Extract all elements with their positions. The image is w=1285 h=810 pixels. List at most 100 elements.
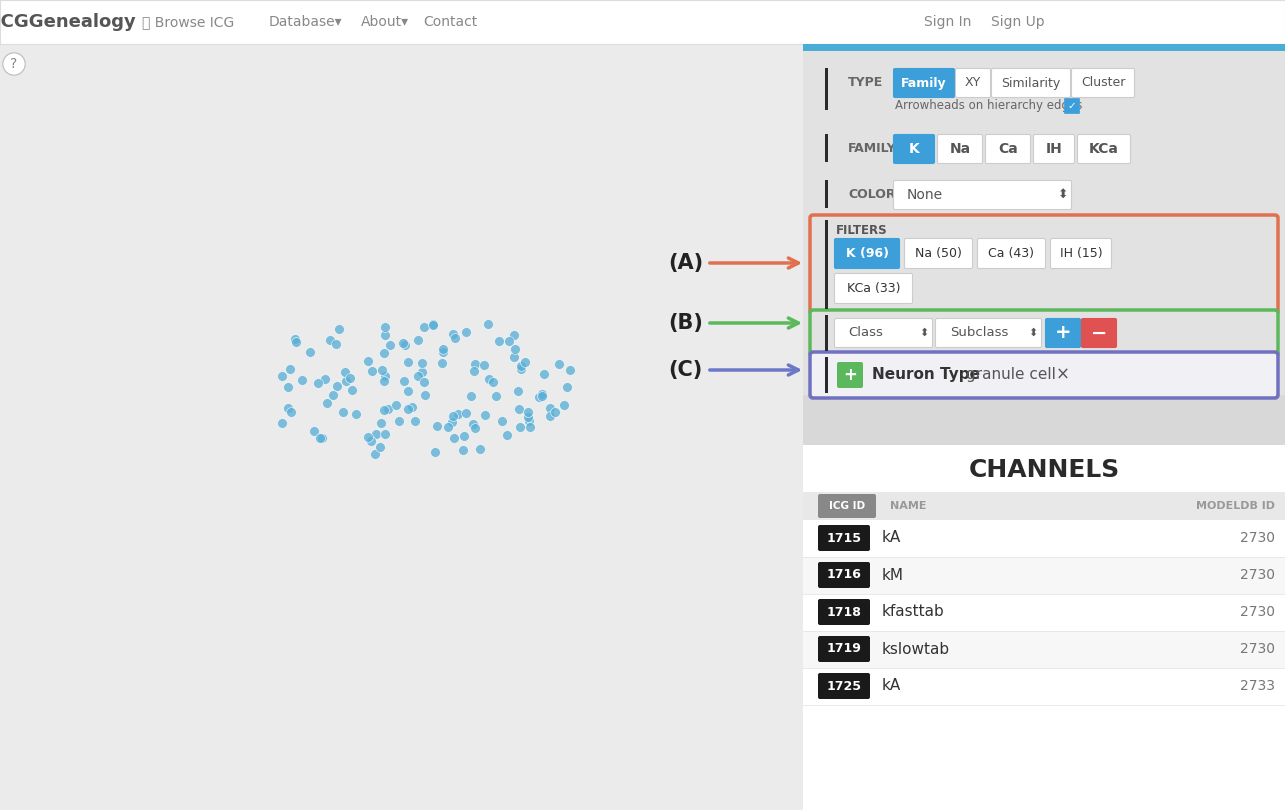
Point — [292, 374, 312, 387]
Point — [365, 447, 385, 460]
Point — [556, 381, 577, 394]
Text: IH: IH — [1046, 142, 1063, 156]
Point — [554, 398, 574, 411]
Point — [443, 328, 464, 341]
Text: ⬍: ⬍ — [1058, 189, 1068, 202]
Point — [518, 410, 538, 423]
FancyBboxPatch shape — [819, 525, 870, 551]
Point — [540, 402, 560, 415]
Text: MODELDB ID: MODELDB ID — [1196, 501, 1275, 511]
Point — [504, 329, 524, 342]
Point — [499, 335, 519, 347]
FancyBboxPatch shape — [825, 68, 828, 110]
Text: ICG ID: ICG ID — [829, 501, 865, 511]
FancyBboxPatch shape — [825, 180, 828, 208]
Point — [447, 407, 468, 420]
Point — [414, 389, 434, 402]
Point — [366, 428, 387, 441]
Point — [438, 420, 459, 433]
Point — [529, 390, 550, 403]
Point — [409, 334, 429, 347]
FancyBboxPatch shape — [803, 395, 1285, 450]
Point — [361, 364, 382, 377]
Point — [279, 363, 299, 376]
FancyBboxPatch shape — [834, 274, 912, 304]
Point — [359, 431, 379, 444]
Point — [342, 383, 362, 396]
Text: kfasttab: kfasttab — [882, 604, 944, 620]
FancyBboxPatch shape — [810, 352, 1279, 398]
FancyBboxPatch shape — [819, 673, 870, 699]
Point — [299, 345, 320, 358]
Point — [532, 390, 553, 403]
Point — [370, 416, 391, 429]
Point — [285, 333, 306, 346]
Text: granule cell: granule cell — [966, 368, 1056, 382]
Text: KCa (33): KCa (33) — [847, 282, 901, 295]
FancyBboxPatch shape — [992, 69, 1070, 97]
Text: 2730: 2730 — [1240, 531, 1275, 545]
Point — [285, 335, 306, 348]
Point — [427, 420, 447, 433]
Point — [463, 418, 483, 431]
Point — [518, 405, 538, 418]
Point — [474, 358, 495, 371]
Point — [535, 367, 555, 380]
FancyBboxPatch shape — [1051, 238, 1112, 268]
Point — [339, 371, 360, 384]
Point — [280, 406, 301, 419]
Point — [511, 363, 532, 376]
Text: 1719: 1719 — [826, 642, 861, 655]
Text: FAMILY: FAMILY — [848, 142, 897, 155]
Point — [361, 434, 382, 447]
FancyBboxPatch shape — [810, 310, 1279, 356]
Point — [371, 364, 392, 377]
Text: Family: Family — [901, 76, 947, 89]
Point — [456, 407, 477, 420]
FancyBboxPatch shape — [819, 599, 870, 625]
Point — [326, 338, 347, 351]
Point — [479, 372, 500, 385]
Point — [411, 356, 432, 369]
Point — [357, 355, 378, 368]
Text: Class: Class — [848, 326, 883, 339]
FancyBboxPatch shape — [803, 668, 1285, 705]
Point — [442, 416, 463, 428]
Point — [374, 369, 394, 382]
FancyBboxPatch shape — [893, 69, 955, 97]
Point — [454, 429, 474, 442]
FancyBboxPatch shape — [956, 69, 991, 97]
Point — [411, 365, 432, 378]
Point — [425, 446, 446, 459]
FancyBboxPatch shape — [825, 134, 828, 162]
Point — [308, 376, 329, 389]
Point — [303, 424, 324, 437]
Point — [474, 409, 495, 422]
FancyBboxPatch shape — [1064, 98, 1079, 113]
Point — [374, 320, 394, 333]
Text: kslowtab: kslowtab — [882, 642, 950, 656]
Point — [414, 375, 434, 388]
Text: ⚾ Browse ICG: ⚾ Browse ICG — [141, 15, 234, 29]
Text: TYPE: TYPE — [848, 75, 883, 88]
Text: Database▾: Database▾ — [269, 15, 342, 29]
FancyBboxPatch shape — [803, 445, 1285, 810]
FancyBboxPatch shape — [803, 631, 1285, 668]
Text: NAME: NAME — [891, 501, 926, 511]
Text: KCa: KCa — [1090, 142, 1119, 156]
FancyBboxPatch shape — [834, 238, 900, 268]
Point — [346, 408, 366, 421]
FancyBboxPatch shape — [935, 318, 1042, 347]
Text: K: K — [908, 142, 919, 156]
Text: CHANNELS: CHANNELS — [969, 458, 1119, 482]
Point — [392, 336, 412, 349]
FancyBboxPatch shape — [803, 492, 1285, 520]
FancyBboxPatch shape — [825, 357, 828, 393]
Point — [433, 345, 454, 358]
Point — [549, 358, 569, 371]
Text: Na (50): Na (50) — [915, 247, 962, 260]
Text: FILTERS: FILTERS — [837, 224, 888, 237]
Point — [398, 356, 419, 369]
Point — [465, 422, 486, 435]
Point — [433, 343, 454, 356]
